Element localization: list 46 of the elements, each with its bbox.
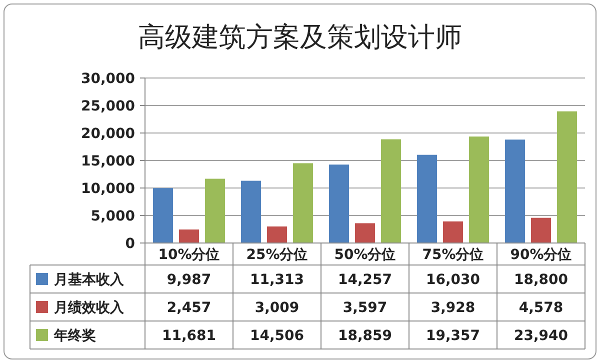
y-tick-label: 0 [125, 236, 136, 252]
bar [179, 229, 199, 243]
y-tick-label: 25,000 [80, 98, 136, 114]
y-tick-label: 15,000 [80, 154, 136, 170]
data-label: 3,009 [254, 300, 300, 316]
bar [469, 136, 489, 243]
bar [241, 180, 261, 243]
y-tick-label: 30,000 [80, 71, 136, 87]
x-tick-label: 10%分位 [158, 247, 220, 263]
x-tick-label: 75%分位 [422, 247, 484, 263]
bar [417, 154, 437, 243]
data-label: 23,940 [514, 328, 568, 344]
x-tick-label: 50%分位 [334, 247, 396, 263]
bar [267, 226, 287, 243]
data-label: 2,457 [166, 300, 212, 316]
bar [153, 188, 173, 243]
chart-title: 高级建筑方案及策划设计师 [138, 22, 462, 53]
bar [505, 140, 525, 243]
bar [381, 139, 401, 243]
y-tick-label: 5,000 [90, 208, 136, 224]
data-label: 3,597 [342, 300, 388, 316]
bar [443, 221, 463, 243]
x-tick-label: 90%分位 [510, 247, 572, 263]
y-tick-label: 10,000 [80, 181, 136, 197]
data-label: 4,578 [518, 300, 564, 316]
data-label: 14,506 [250, 328, 304, 344]
bar [329, 164, 349, 243]
legend-label: 年终奖 [53, 328, 96, 344]
data-label: 11,313 [250, 272, 304, 288]
data-label: 18,800 [514, 272, 568, 288]
data-label: 3,928 [430, 300, 476, 316]
data-label: 18,859 [338, 328, 392, 344]
legend-label: 月绩效收入 [53, 300, 125, 316]
bar [293, 163, 313, 243]
legend-label: 月基本收入 [53, 272, 125, 288]
bar [355, 223, 375, 243]
data-label: 19,357 [426, 328, 480, 344]
data-label: 16,030 [426, 272, 480, 288]
bar [531, 218, 551, 243]
data-label: 11,681 [162, 328, 216, 344]
data-label: 9,987 [166, 272, 212, 288]
x-tick-label: 25%分位 [246, 247, 308, 263]
data-label: 14,257 [338, 272, 392, 288]
bar [205, 178, 225, 243]
bar [557, 111, 577, 243]
y-tick-label: 20,000 [80, 126, 136, 142]
